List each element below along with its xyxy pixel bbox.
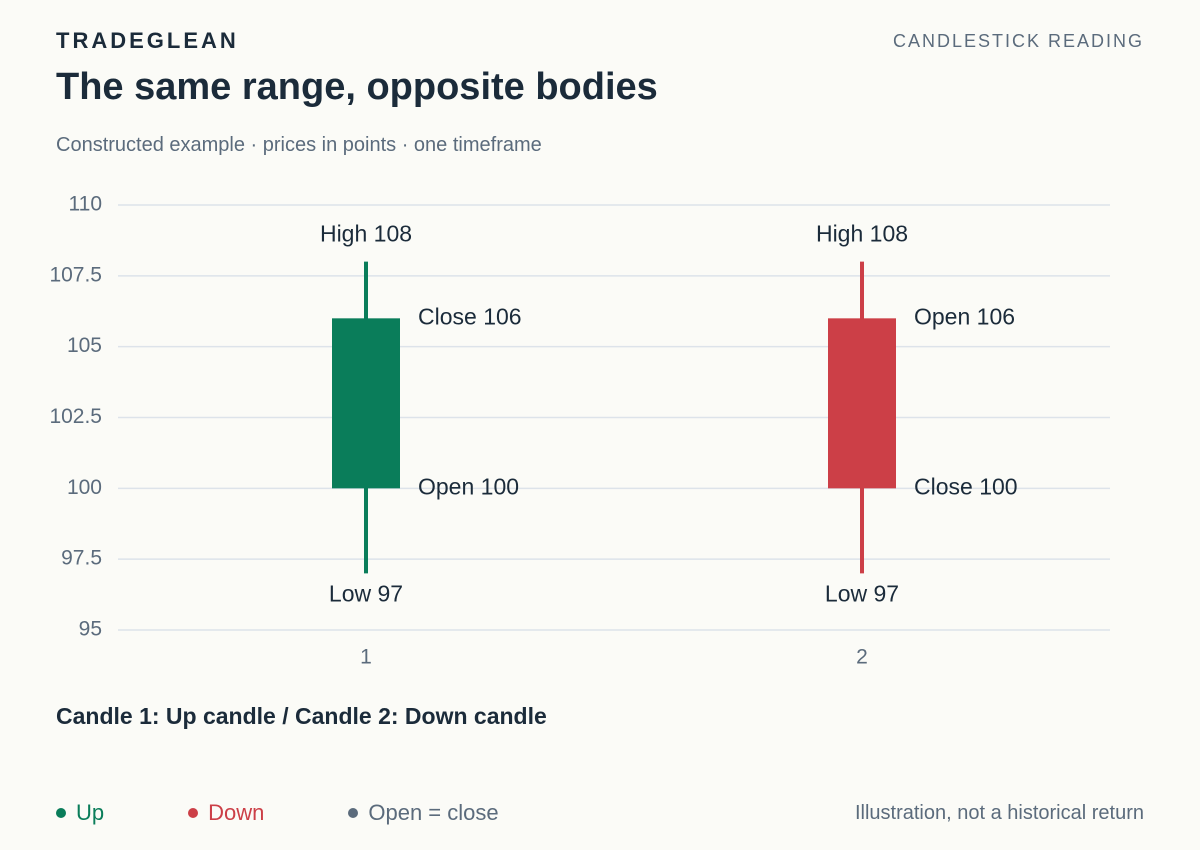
y-tick-label: 97.5 <box>61 547 102 570</box>
high-label: High 108 <box>320 221 412 247</box>
page-title: The same range, opposite bodies <box>56 66 658 108</box>
footnote: Illustration, not a historical return <box>854 802 1144 824</box>
x-tick-label: 1 <box>360 646 372 669</box>
y-tick-label: 107.5 <box>49 263 102 286</box>
legend-item-up: Up <box>56 800 104 826</box>
body-top-label: Open 106 <box>914 303 1015 329</box>
body-bottom-label: Close 100 <box>914 473 1018 499</box>
section-tag: CANDLESTICK READING <box>892 31 1144 51</box>
y-tick-label: 102.5 <box>49 405 102 428</box>
candle-body <box>332 318 400 489</box>
chart-caption: Candle 1: Up candle / Candle 2: Down can… <box>56 703 547 729</box>
legend: Up Down Open = close <box>56 800 583 826</box>
brand-logo: TRADEGLEAN <box>56 28 239 53</box>
low-label: Low 97 <box>825 580 899 606</box>
y-tick-label: 105 <box>67 334 102 357</box>
high-label: High 108 <box>816 221 908 247</box>
legend-dot-flat <box>348 808 359 818</box>
page-subtitle: Constructed example · prices in points ·… <box>56 134 542 156</box>
legend-item-flat: Open = close <box>348 800 499 826</box>
candle-body <box>828 318 896 489</box>
legend-item-down: Down <box>188 800 264 826</box>
x-tick-label: 2 <box>856 646 868 669</box>
legend-dot-up <box>56 808 66 818</box>
body-bottom-label: Open 100 <box>418 473 519 499</box>
y-tick-label: 110 <box>69 193 102 216</box>
low-label: Low 97 <box>329 580 403 606</box>
legend-label-flat: Open = close <box>368 800 499 825</box>
legend-label-down: Down <box>208 800 265 825</box>
y-tick-label: 100 <box>67 476 102 499</box>
y-tick-label: 95 <box>79 618 102 641</box>
body-top-label: Close 106 <box>418 303 522 329</box>
legend-dot-down <box>188 808 199 818</box>
legend-label-up: Up <box>76 800 105 825</box>
candlestick-chart: 110 107.5 105 102.5 100 97.5 95 High 108 Low 97 C… <box>49 193 1110 669</box>
